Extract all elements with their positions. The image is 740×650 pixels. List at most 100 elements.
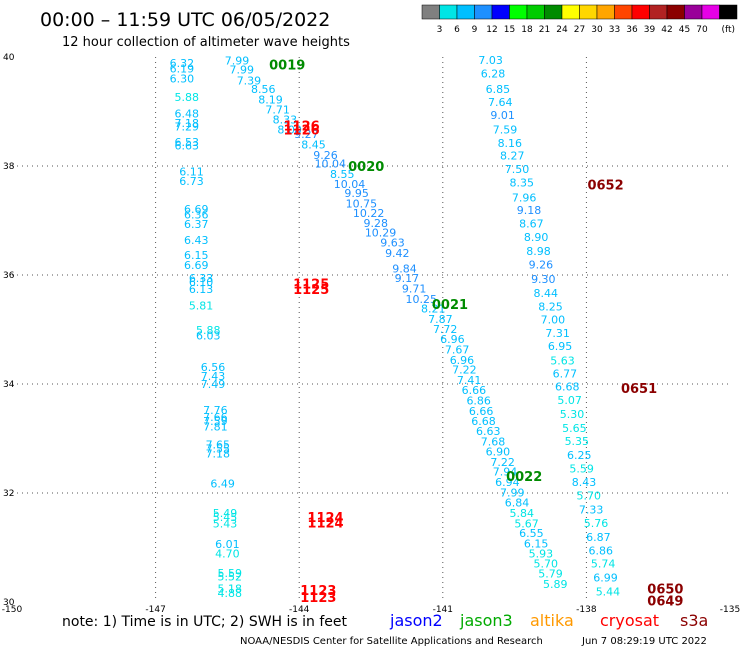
wave-height-value: 5.18: [218, 583, 243, 596]
wave-height-value: 6.19: [170, 62, 195, 75]
time-label: 0022: [506, 470, 542, 485]
wave-height-value: 5.45: [213, 511, 238, 524]
wave-height-value: 8.33: [273, 113, 298, 126]
wave-height-value: 5.63: [550, 354, 575, 367]
wave-height-value: 6.96: [450, 354, 475, 367]
color-scale-swatch: [544, 4, 563, 20]
wave-height-value: 9.26: [529, 258, 554, 271]
wave-height-value: 5.59: [569, 462, 594, 475]
wave-height-value: 8.00: [277, 123, 302, 136]
color-scale-swatch: [701, 4, 720, 20]
wave-height-value: 6.13: [189, 283, 214, 296]
legend-entry: s3a: [680, 611, 708, 630]
wave-height-value: 5.65: [562, 422, 587, 435]
wave-height-value: 7.41: [457, 374, 482, 387]
color-scale-bar: 3 6 9 12 15 18 21 24 27 30 33 36 39 42 45 70 (ft): [421, 4, 738, 35]
wave-height-value: 7.39: [237, 74, 262, 87]
y-tick-label: 30: [3, 598, 15, 608]
wave-height-value: 7.50: [505, 163, 530, 176]
x-tick-label: -138: [576, 605, 597, 615]
wave-height-value: 6.10: [189, 276, 214, 289]
wave-height-value: 9.84: [392, 262, 417, 275]
wave-height-value: 8.98: [526, 245, 551, 258]
wave-height-value: 7.99: [225, 55, 250, 68]
wave-height-value: 6.85: [486, 83, 511, 96]
wave-height-value: 7.87: [428, 313, 453, 326]
wave-height-value: 6.28: [481, 68, 506, 81]
color-scale-swatch: [491, 4, 510, 20]
color-scale-swatch: [509, 4, 528, 20]
wave-height-value: 6.37: [184, 218, 209, 231]
wave-height-value: 7.22: [452, 364, 477, 377]
wave-height-value: 8.19: [258, 93, 283, 106]
chart-title: 00:00 – 11:59 UTC 06/05/2022: [40, 9, 330, 31]
wave-height-value: 8.21: [421, 303, 446, 316]
wave-height-value: 7.18: [206, 448, 231, 461]
color-scale-label: 18: [521, 25, 533, 35]
time-label: 1125: [293, 278, 329, 293]
y-tick-label: 34: [3, 380, 15, 390]
time-label: 0019: [269, 59, 305, 74]
wave-height-value: 8.27: [500, 149, 525, 162]
x-tick-label: -147: [145, 605, 165, 615]
wave-height-value: 9.18: [517, 204, 542, 217]
wave-height-value: 7.96: [512, 191, 537, 204]
wave-height-value: 6.25: [567, 449, 592, 462]
footnote: note: 1) Time is in UTC; 2) SWH is in fe…: [62, 614, 348, 630]
wave-height-value: 6.86: [466, 395, 491, 408]
wave-height-value: 7.81: [203, 420, 228, 433]
wave-height-value: 6.68: [471, 415, 496, 428]
color-scale-swatch: [614, 4, 633, 20]
wave-height-value: 5.84: [510, 507, 535, 520]
x-tick-label: -141: [433, 605, 453, 615]
color-scale-swatch: [649, 4, 668, 20]
color-scale-label: 12: [486, 25, 497, 35]
wave-height-value: 5.74: [591, 558, 616, 571]
wave-height-value: 8.35: [510, 177, 535, 190]
color-scale-unit: (ft): [721, 25, 735, 35]
wave-height-value: 6.90: [486, 445, 511, 458]
time-label: 0650: [647, 582, 683, 597]
wave-height-value: 10.25: [406, 293, 438, 306]
wave-height-value: 5.49: [213, 507, 238, 520]
satellite-legend: jason2 jason3 altika cryosat s3a: [389, 611, 708, 630]
wave-height-value: 5.88: [174, 91, 199, 104]
color-scale-swatch: [579, 4, 598, 20]
wave-height-value: 5.67: [514, 517, 539, 530]
wave-height-value: 6.69: [184, 259, 209, 272]
wave-height-value: 6.48: [174, 107, 199, 120]
wave-height-value: 6.32: [170, 57, 195, 70]
legend-entry: altika: [530, 611, 574, 630]
wave-height-value: 9.71: [402, 282, 427, 295]
time-label: 0021: [432, 298, 468, 313]
chart-subtitle: 12 hour collection of altimeter wave hei…: [62, 35, 350, 50]
wave-height-value: 8.90: [524, 231, 549, 244]
wave-height-value: 6.86: [589, 545, 614, 558]
wave-height-value: 7.99: [500, 486, 525, 499]
wave-height-value: 10.22: [353, 207, 385, 220]
wave-height-value: 6.84: [505, 497, 530, 510]
wave-height-value: 9.27: [294, 128, 319, 141]
wave-height-value: 5.70: [533, 558, 558, 571]
wave-height-value: 6.49: [210, 478, 235, 491]
wave-height-value: 6.95: [548, 340, 573, 353]
time-label: 1123: [300, 584, 336, 599]
y-tick-label: 32: [3, 489, 14, 499]
wave-height-value: 10.04: [334, 178, 366, 191]
wave-height-value: 9.26: [313, 149, 338, 162]
wave-height-value: 6.87: [586, 531, 611, 544]
wave-height-value: 7.33: [579, 504, 604, 517]
color-scale-label: 30: [591, 25, 603, 35]
wave-height-value: 5.35: [565, 435, 590, 448]
color-scale-swatch: [456, 4, 475, 20]
wave-height-value: 7.76: [203, 404, 228, 417]
wave-height-value: 5.30: [560, 408, 585, 421]
color-scale-label: 33: [609, 25, 620, 35]
color-scale-label: 42: [661, 25, 672, 35]
wave-height-value: 9.01: [490, 109, 515, 122]
wave-height-value: 6.43: [184, 234, 209, 247]
wave-height-value: 7.99: [230, 63, 255, 76]
color-scale-label: 70: [696, 25, 708, 35]
wave-height-value: 7.03: [478, 54, 503, 67]
color-scale-swatch: [561, 4, 580, 20]
